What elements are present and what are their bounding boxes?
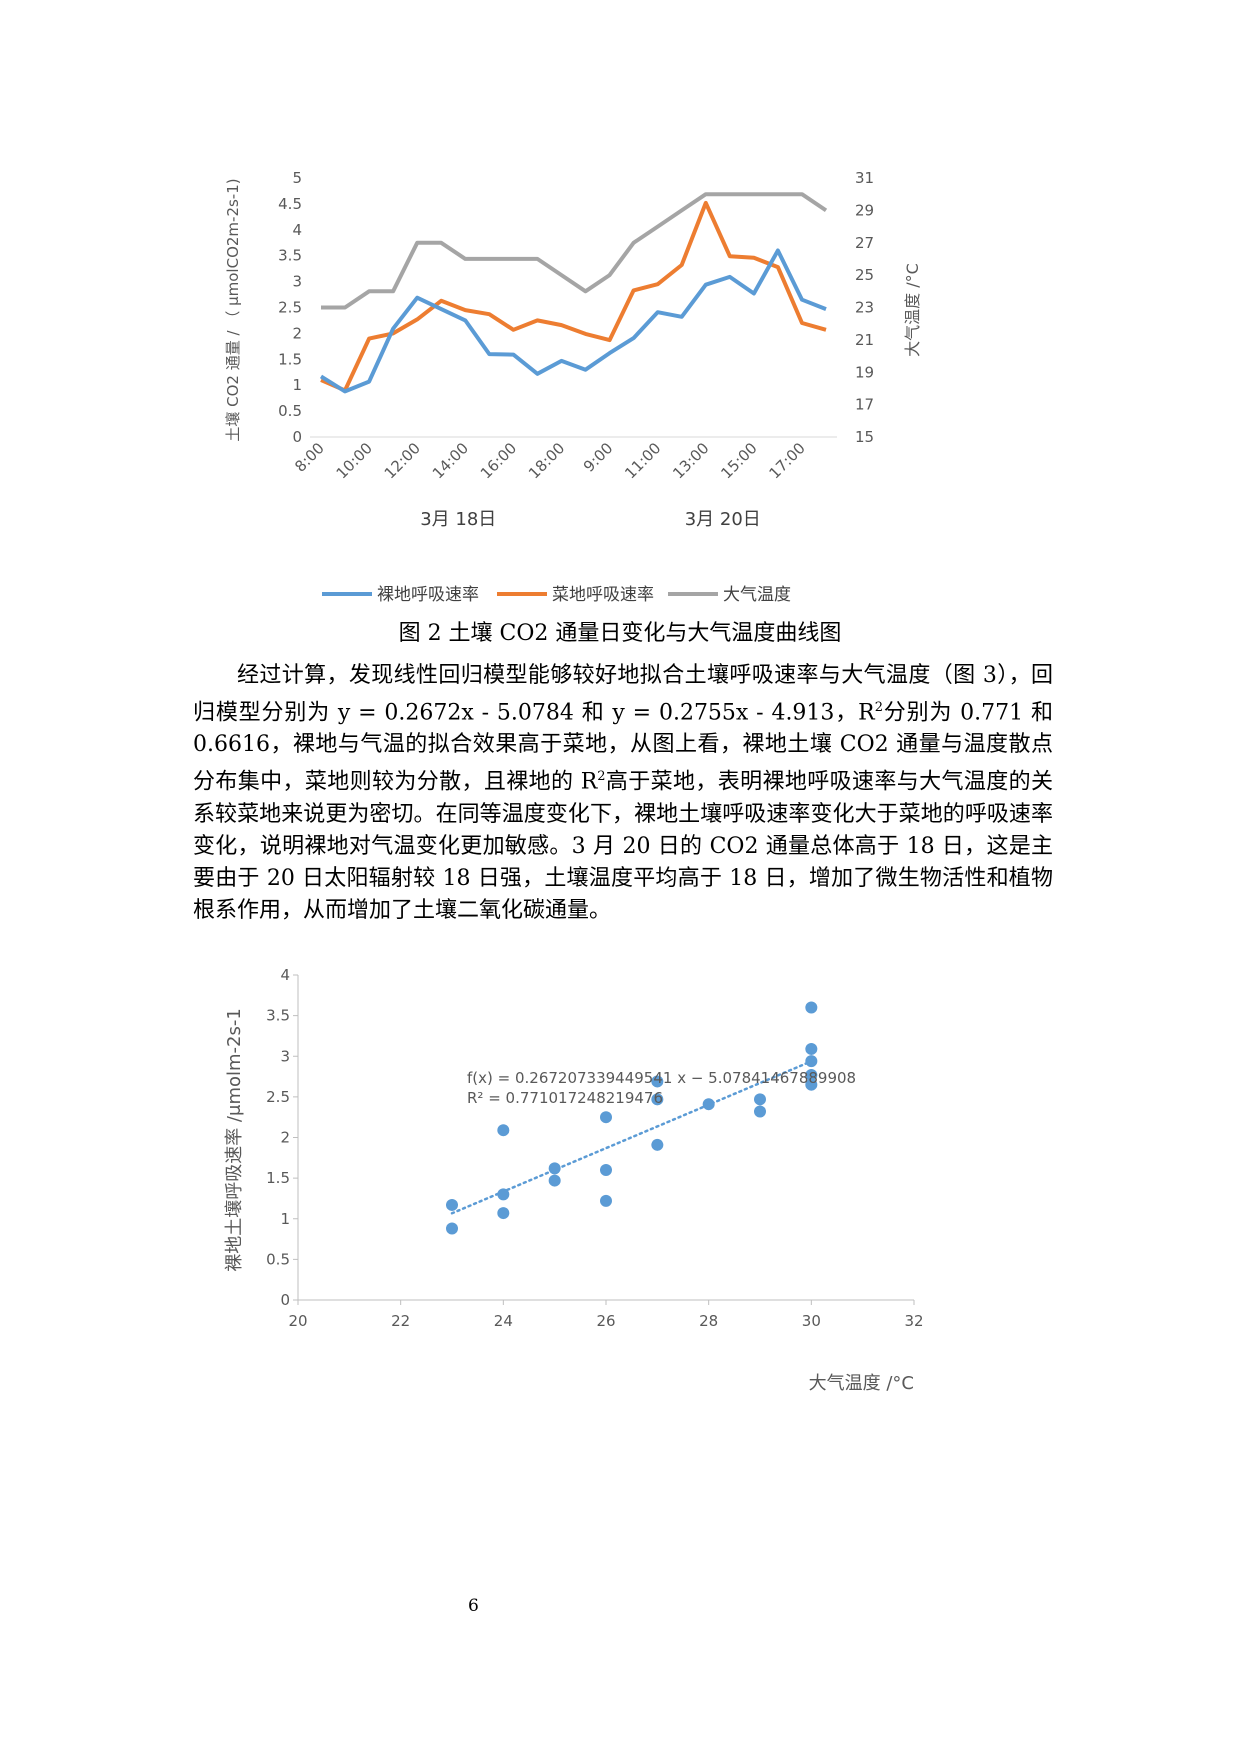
scatter-point [651, 1138, 664, 1151]
y-left-tick-label: 2 [292, 324, 302, 342]
trendline-equation: f(x) = 0.267207339449541 x − 5.078414678… [467, 1069, 856, 1087]
scatter-point [805, 1055, 818, 1068]
figure-2-caption: 图 2 土壤 CO2 通量日变化与大气温度曲线图 [398, 621, 842, 646]
y-right-tick-label: 31 [855, 169, 874, 187]
y-left-tick-label: 5 [292, 169, 302, 187]
y-left-axis-title: 土壤 CO2 通量 / （ μmolCO2m-2s-1) [224, 178, 242, 441]
y-right-tick-label: 23 [855, 299, 874, 317]
scatter-point [600, 1194, 612, 1207]
x-tick-label: 30 [802, 1312, 821, 1330]
superscript-2: 2 [874, 700, 883, 715]
scatter-point [446, 1222, 458, 1235]
y-tick-label: 4 [280, 966, 290, 984]
scatter-point [548, 1162, 561, 1175]
legend-label-0: 裸地呼吸速率 [377, 585, 479, 605]
scatter-point [805, 1078, 818, 1091]
scatter-point [600, 1111, 612, 1124]
y-left-tick-label: 3 [292, 273, 302, 291]
scatter-point [446, 1198, 458, 1211]
x-tick-label: 32 [904, 1312, 923, 1330]
group-label-mar18: 3月 18日 [420, 509, 496, 530]
y-right-tick-label: 25 [855, 266, 874, 284]
scatter-point [754, 1093, 766, 1106]
figure-3-scatter-chart: 0 0.5 1 1.5 2 2.5 3 3.5 4 20 22 24 26 28 30 32 f(x) = 0.… [224, 966, 924, 1394]
y-left-tick-label: 4 [292, 221, 302, 239]
scatter-point [702, 1098, 715, 1111]
scatter-point [497, 1207, 510, 1220]
y-right-tick-label: 29 [855, 201, 874, 219]
y-tick-label: 1 [280, 1210, 290, 1228]
y-right-axis-title: 大气温度 /°C [903, 263, 922, 357]
scatter-point [548, 1174, 561, 1187]
x-tick-label: 28 [699, 1312, 718, 1330]
superscript-2b: 2 [597, 769, 606, 785]
page-number: 6 [468, 1596, 479, 1616]
y-left-tick-label: 4.5 [278, 195, 302, 213]
y-right-tick-label: 19 [855, 363, 874, 381]
legend-label-1: 菜地呼吸速率 [552, 585, 654, 605]
scatter-point [497, 1188, 510, 1201]
r-squared-label: R² = 0.771017248219476 [467, 1089, 663, 1107]
paragraph-part-3: 高于菜地，表明裸地呼吸速率与大气温度的关系较菜地来说更为密切。在同等温度变化下，… [193, 769, 1053, 923]
y-left-tick-label: 0.5 [278, 402, 302, 420]
y-right-tick-label: 17 [855, 396, 874, 414]
series-line-2 [321, 192, 828, 310]
paragraph-part-1: 经过计算，发现线性回归模型能够较好地拟合土壤呼吸速率与大气温度（图 3），回归模… [193, 663, 1053, 726]
y-tick-label: 0 [280, 1291, 290, 1309]
y-tick-label: 1.5 [266, 1169, 290, 1187]
legend-label-2: 大气温度 [723, 585, 791, 605]
y-left-tick-label: 1 [292, 376, 302, 394]
scatter-point [754, 1105, 766, 1118]
group-label-mar20: 3月 20日 [685, 509, 761, 530]
y-tick-label: 3.5 [266, 1007, 290, 1025]
series-line-0 [319, 248, 827, 394]
paragraph-part-2: 分别为 0.771 和 0.6616，裸地与气温的拟合效果高于菜地，从图上看，裸… [193, 700, 1053, 795]
y-axis-title: 裸地土壤呼吸速率 /μmolm-2s-1 [224, 1008, 245, 1272]
y-right-tick-label: 27 [855, 234, 874, 252]
scatter-point [651, 1075, 664, 1088]
y-left-tick-label: 1.5 [278, 350, 302, 368]
y-tick-label: 0.5 [266, 1250, 290, 1268]
scatter-point [651, 1093, 664, 1106]
scatter-point [805, 1042, 818, 1055]
scatter-point [497, 1124, 510, 1137]
y-right-tick-label: 21 [855, 331, 874, 349]
y-left-tick-label: 3.5 [278, 247, 302, 265]
y-left-tick-label: 2.5 [278, 299, 302, 317]
x-tick-label: 24 [494, 1312, 513, 1330]
x-axis-title: 大气温度 /°C [809, 1373, 914, 1394]
scatter-point [805, 1001, 818, 1014]
x-tick-label: 22 [391, 1312, 410, 1330]
x-tick-label: 20 [288, 1312, 307, 1330]
figure-2-line-chart: 00.511.522.533.544.551517192123252729318… [224, 169, 922, 605]
y-right-tick-label: 15 [855, 428, 874, 446]
series-line-1 [320, 200, 827, 393]
y-tick-label: 3 [280, 1047, 290, 1065]
y-left-tick-label: 0 [292, 428, 302, 446]
trendline [450, 1060, 813, 1215]
scatter-point [600, 1164, 612, 1176]
body-paragraph: 经过计算，发现线性回归模型能够较好地拟合土壤呼吸速率与大气温度（图 3），回归模… [193, 660, 1053, 927]
x-tick-label: 26 [596, 1312, 615, 1330]
y-tick-label: 2 [280, 1129, 290, 1147]
y-tick-label: 2.5 [266, 1088, 290, 1106]
scatter-point [805, 1068, 818, 1081]
